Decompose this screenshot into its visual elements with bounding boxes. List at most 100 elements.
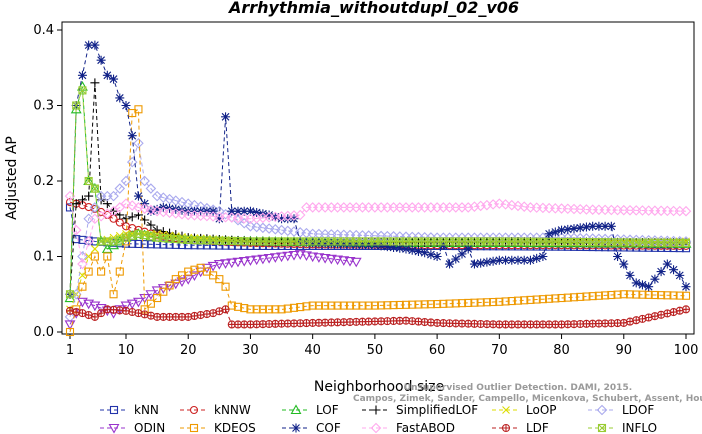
- data-point-inflo: [657, 238, 666, 247]
- data-point-kdeos: [339, 301, 348, 310]
- data-point-inflo: [545, 237, 554, 246]
- series-odin: [64, 250, 362, 331]
- data-point-inflo: [495, 237, 504, 246]
- legend-marker-knnw: [189, 405, 199, 415]
- series-kdeos: [65, 105, 691, 337]
- data-point-kdeos: [619, 290, 628, 299]
- data-point-cof: [283, 214, 293, 224]
- data-point-fastabod: [83, 236, 94, 247]
- data-point-kdeos: [401, 300, 411, 309]
- series-lof: [64, 81, 692, 303]
- x-tick-label: 70: [491, 343, 508, 358]
- data-point-kdeos: [507, 296, 516, 306]
- data-point-knn: [72, 235, 81, 244]
- data-point-ldf: [72, 308, 80, 316]
- x-axis-label: Neighborhood size: [314, 379, 444, 395]
- data-point-kdeos: [277, 305, 286, 314]
- data-point-cof: [457, 249, 467, 259]
- data-point-inflo: [501, 237, 510, 246]
- data-point-kdeos: [383, 301, 392, 310]
- data-point-ldf: [209, 309, 217, 317]
- data-point-inflo: [184, 235, 193, 244]
- legend-label-kdeos: KDEOS: [214, 421, 256, 434]
- data-point-kdeos: [445, 299, 454, 308]
- data-point-cof: [619, 259, 629, 269]
- data-point-ldf: [134, 309, 142, 317]
- legend-label-cof: COF: [316, 421, 341, 434]
- data-point-fastabod: [680, 205, 692, 217]
- data-point-odin: [232, 257, 244, 268]
- data-point-cof: [84, 40, 94, 50]
- data-point-ldof: [158, 192, 169, 203]
- data-point-cof: [681, 282, 691, 292]
- data-point-kdeos: [65, 327, 75, 337]
- data-point-inflo: [520, 237, 529, 246]
- legend-marker-lof: [290, 404, 302, 415]
- data-point-cof: [625, 270, 635, 280]
- data-point-odin: [276, 252, 287, 263]
- data-point-cof: [532, 253, 542, 263]
- data-point-cof: [476, 258, 486, 268]
- data-point-inflo: [333, 237, 342, 246]
- data-point-kdeos: [526, 295, 535, 304]
- data-point-inflo: [134, 229, 143, 238]
- data-point-odin: [189, 271, 200, 281]
- data-point-cof: [401, 244, 411, 254]
- data-point-ldof: [108, 190, 119, 202]
- legend-marker-ldf: [502, 424, 510, 432]
- data-point-inflo: [97, 237, 106, 246]
- data-point-inflo: [146, 232, 155, 241]
- data-point-kdeos: [283, 304, 292, 313]
- data-point-kdeos: [489, 297, 498, 307]
- legend-marker-cof: [291, 423, 301, 433]
- data-point-ldof: [126, 156, 138, 168]
- series-line-cof: [69, 44, 687, 295]
- data-point-kdeos: [545, 294, 554, 303]
- data-point-fastabod: [176, 208, 188, 220]
- data-point-cof: [451, 254, 461, 264]
- legend-item-ldf: LDF: [492, 421, 549, 434]
- legend-marker-fastabod: [370, 422, 382, 434]
- data-point-cof: [569, 224, 579, 234]
- data-point-ldf: [620, 319, 628, 327]
- data-point-cof: [102, 70, 112, 80]
- data-point-inflo: [339, 237, 348, 246]
- data-point-ldof: [139, 175, 150, 187]
- data-point-knn: [140, 240, 149, 249]
- data-point-kdeos: [345, 301, 355, 310]
- data-point-kdeos: [681, 291, 691, 300]
- data-point-cof: [445, 259, 455, 269]
- data-point-kdeos: [625, 290, 635, 299]
- data-point-kdeos: [302, 302, 311, 311]
- data-point-kdeos: [271, 305, 280, 314]
- legend-item-loop: LoOP: [492, 403, 557, 417]
- data-point-odin: [263, 253, 275, 264]
- data-point-cof: [121, 101, 131, 110]
- data-point-cof: [525, 255, 535, 265]
- data-point-cof: [669, 265, 679, 275]
- data-point-kdeos: [389, 301, 398, 310]
- data-point-inflo: [140, 231, 149, 240]
- data-point-kdeos: [613, 290, 622, 299]
- data-point-inflo: [72, 101, 81, 110]
- legend-item-ldof: LDOF: [588, 403, 654, 417]
- data-point-inflo: [233, 237, 243, 246]
- data-point-kdeos: [134, 105, 143, 114]
- data-point-inflo: [451, 237, 460, 246]
- data-point-cof: [513, 255, 523, 265]
- data-point-cof: [519, 255, 529, 265]
- data-point-inflo: [171, 234, 180, 244]
- data-point-kdeos: [308, 301, 317, 310]
- data-point-kdeos: [165, 281, 174, 290]
- chart-title: Arrhythmia_withoutdupl_02_v06: [227, 0, 519, 17]
- data-point-inflo: [563, 237, 572, 247]
- data-point-kdeos: [327, 301, 336, 310]
- data-point-inflo: [532, 237, 541, 246]
- data-point-ldf: [670, 308, 678, 316]
- data-point-kdeos: [482, 298, 491, 307]
- data-point-kdeos: [551, 294, 560, 303]
- data-point-kdeos: [377, 301, 386, 310]
- data-point-cof: [152, 204, 162, 214]
- data-point-kdeos: [408, 300, 417, 309]
- legend-label-loop: LoOP: [526, 403, 557, 417]
